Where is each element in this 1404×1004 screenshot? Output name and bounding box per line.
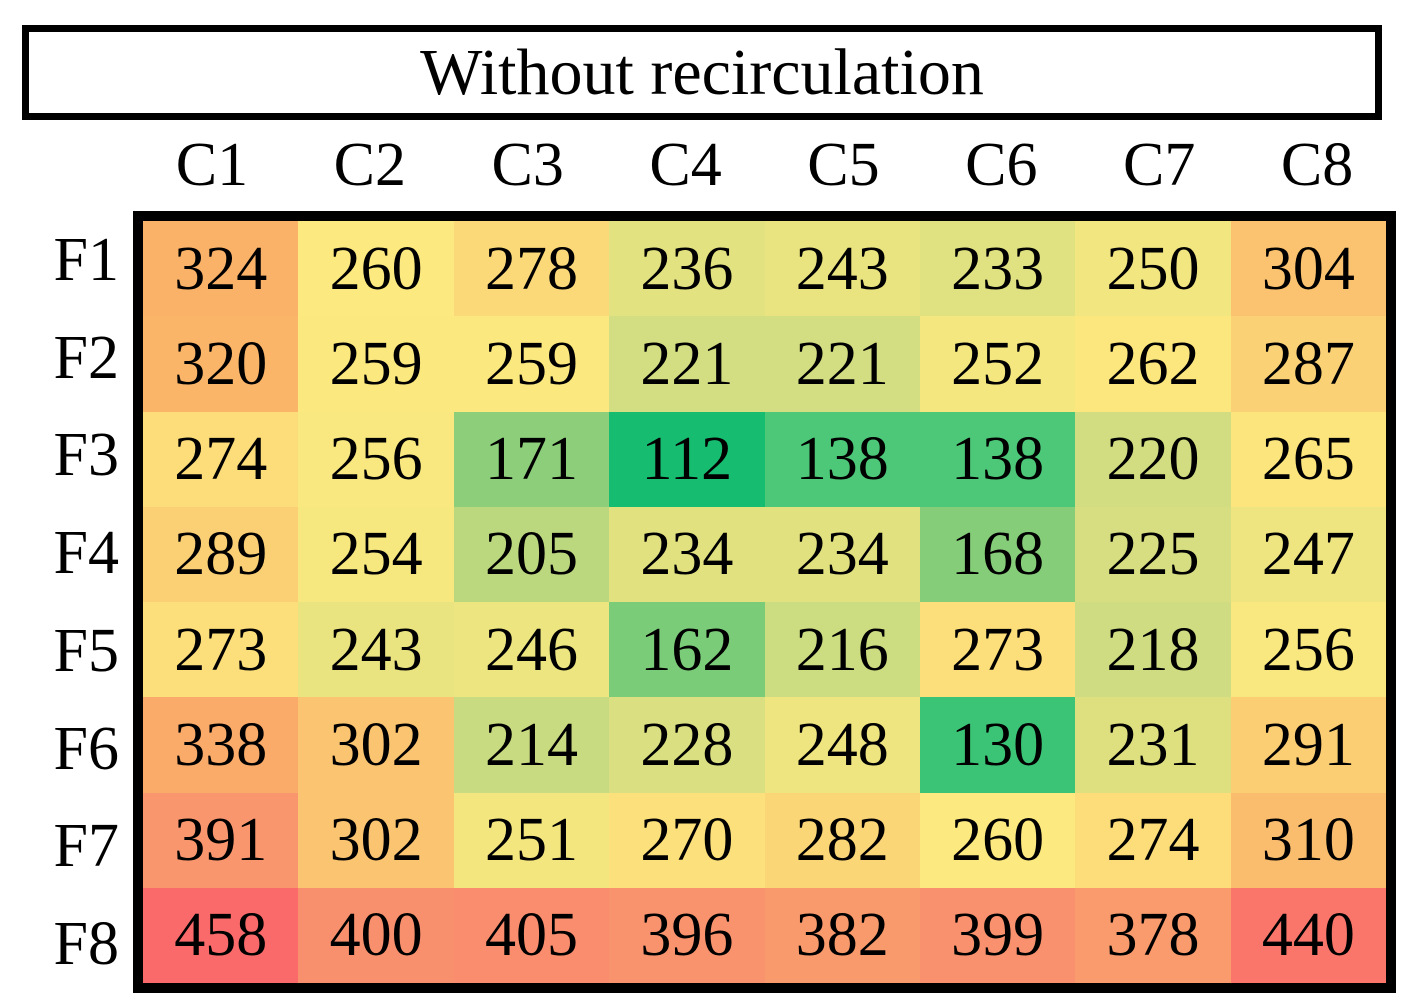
heatmap-cell: 138 — [764, 411, 920, 507]
heatmap-cell: 228 — [609, 697, 765, 793]
row-label: F1 — [53, 225, 119, 294]
column-header-label: C1 — [175, 131, 249, 199]
heatmap-cell: 218 — [1075, 602, 1231, 698]
heatmap-cell: 252 — [919, 316, 1076, 412]
row-labels: F1 F2 F3 F4 F5 F6 F7 F8 — [0, 211, 127, 993]
heatmap-cell: 162 — [609, 602, 765, 698]
heatmap-cell: 221 — [764, 316, 920, 412]
heatmap-cell: 233 — [919, 221, 1076, 317]
heatmap-cell: 250 — [1075, 221, 1231, 317]
heatmap-cell: 396 — [609, 887, 765, 983]
heatmap-cell: 320 — [143, 316, 299, 412]
heatmap-cell: 260 — [919, 792, 1076, 888]
row-label: F4 — [53, 519, 119, 588]
heatmap-cell: 458 — [143, 887, 299, 983]
heatmap-cell: 270 — [609, 792, 765, 888]
heatmap-cell: 243 — [764, 221, 920, 317]
heatmap-cell: 391 — [143, 792, 299, 888]
heatmap-cell: 234 — [609, 506, 765, 602]
heatmap-cell: 400 — [298, 887, 454, 983]
heatmap-cell: 282 — [764, 792, 920, 888]
heatmap-cell: 289 — [143, 506, 299, 602]
heatmap-cell: 231 — [1075, 697, 1231, 793]
heatmap-cell: 259 — [298, 316, 454, 412]
heatmap-cell: 243 — [298, 602, 454, 698]
heatmap-cell: 259 — [453, 316, 610, 412]
heatmap-cell: 310 — [1230, 792, 1386, 888]
heatmap-cell: 274 — [1075, 792, 1231, 888]
heatmap-cell: 256 — [298, 411, 454, 507]
figure-title-box: Without recirculation — [22, 25, 1382, 120]
heatmap-cell: 234 — [764, 506, 920, 602]
column-header-label: C5 — [807, 131, 880, 199]
row-label: F2 — [53, 323, 119, 392]
heatmap-cell: 278 — [453, 221, 610, 317]
heatmap-cell: 246 — [453, 602, 610, 698]
row-label: F8 — [53, 910, 119, 979]
row-label: F7 — [53, 812, 119, 881]
heatmap-cell: 251 — [453, 792, 610, 888]
heatmap-cell: 138 — [919, 411, 1076, 507]
heatmap-cell: 236 — [609, 221, 765, 317]
heatmap-cell: 262 — [1075, 316, 1231, 412]
heatmap-cell: 287 — [1230, 316, 1386, 412]
heatmap-cell: 378 — [1075, 887, 1231, 983]
column-header-label: C4 — [649, 131, 722, 199]
heatmap-cell: 248 — [764, 697, 920, 793]
heatmap-cell: 220 — [1075, 411, 1231, 507]
heatmap-cell: 171 — [453, 411, 610, 507]
heatmap-cell: 260 — [298, 221, 454, 317]
heatmap-cell: 225 — [1075, 506, 1231, 602]
heatmap-cell: 130 — [919, 697, 1076, 793]
heatmap-cell: 168 — [919, 506, 1076, 602]
heatmap-cell: 247 — [1230, 506, 1386, 602]
heatmap-cell: 324 — [143, 221, 299, 317]
heatmap-cell: 265 — [1230, 411, 1386, 507]
column-headers: C1 C2 C3 C4 C5 C6 C7 C8 — [133, 123, 1396, 207]
heatmap-cell: 273 — [143, 602, 299, 698]
heatmap-cell: 112 — [609, 411, 765, 507]
row-label: F3 — [53, 421, 119, 490]
heatmap-cell: 221 — [609, 316, 765, 412]
row-label: F5 — [53, 616, 119, 685]
column-header-label: C6 — [965, 131, 1038, 199]
column-header-label: C7 — [1123, 131, 1196, 199]
column-header-label: C3 — [491, 131, 564, 199]
heatmap-cell: 399 — [919, 887, 1076, 983]
heatmap-cell: 273 — [919, 602, 1076, 698]
heatmap-cell: 302 — [298, 792, 454, 888]
heatmap-cell: 440 — [1230, 887, 1386, 983]
heatmap-cell: 291 — [1230, 697, 1386, 793]
heatmap-cell: 205 — [453, 506, 610, 602]
figure-title: Without recirculation — [420, 35, 984, 109]
column-header-label: C2 — [333, 131, 406, 199]
heatmap-cell: 216 — [764, 602, 920, 698]
heatmap-cell: 274 — [143, 411, 299, 507]
column-header-label: C8 — [1280, 131, 1354, 199]
heatmap-cell: 302 — [298, 697, 454, 793]
heatmap-cell: 304 — [1230, 221, 1386, 317]
heatmap-cell: 254 — [298, 506, 454, 602]
heatmap-grid: 324 260 278 236 243 233 250 304 320 259 259 221 221 2… — [133, 211, 1396, 993]
row-label: F6 — [53, 714, 119, 783]
heatmap-cell: 338 — [143, 697, 299, 793]
heatmap-cell: 256 — [1230, 602, 1386, 698]
heatmap-cell: 382 — [764, 887, 920, 983]
heatmap-cell: 405 — [453, 887, 610, 983]
heatmap-cell: 214 — [453, 697, 610, 793]
